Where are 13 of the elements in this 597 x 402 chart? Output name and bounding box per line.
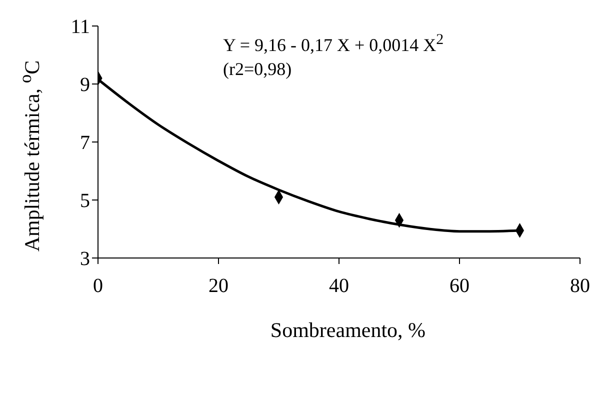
x-tick-label: 20 (208, 275, 228, 298)
x-tick-label: 0 (93, 275, 103, 298)
x-tick-label: 60 (450, 275, 470, 298)
x-axis-title: Sombreamento, % (269, 318, 427, 343)
x-tick-label: 40 (329, 275, 349, 298)
y-tick-label: 3 (80, 248, 90, 270)
y-tick-label: 11 (70, 16, 90, 38)
x-tick-label: 80 (570, 275, 590, 298)
annotation: Y = 9,16 - 0,17 X + 0,0014 X$^{2}$ (223, 31, 444, 57)
y-tick-label: 7 (80, 132, 90, 154)
y-tick-label: 5 (80, 190, 90, 212)
annotation: (r2=0,98) (223, 58, 293, 81)
y-tick-label: 9 (80, 74, 90, 96)
